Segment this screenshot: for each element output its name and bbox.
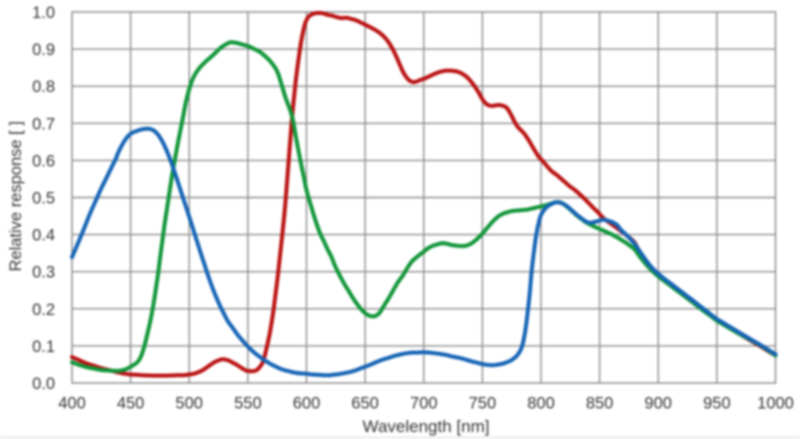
svg-text:500: 500 [175,395,203,413]
svg-text:0.5: 0.5 [32,190,55,208]
svg-text:1000: 1000 [757,395,794,413]
svg-text:0.6: 0.6 [32,152,55,170]
svg-text:1.0: 1.0 [32,4,55,22]
svg-text:450: 450 [117,395,145,413]
svg-text:0.8: 0.8 [32,78,55,96]
svg-text:600: 600 [293,395,321,413]
svg-text:0.1: 0.1 [32,338,55,356]
svg-text:800: 800 [527,395,555,413]
svg-text:Relative response [ ]: Relative response [ ] [7,121,25,271]
svg-text:850: 850 [586,395,614,413]
svg-text:650: 650 [351,395,379,413]
svg-text:400: 400 [58,395,86,413]
svg-text:700: 700 [410,395,438,413]
svg-text:0.4: 0.4 [32,227,55,245]
svg-text:0.2: 0.2 [32,301,55,319]
svg-text:0.3: 0.3 [32,264,55,282]
svg-text:0.0: 0.0 [32,375,55,393]
svg-text:550: 550 [234,395,262,413]
svg-text:0.9: 0.9 [32,41,55,59]
svg-text:900: 900 [644,395,672,413]
svg-text:950: 950 [703,395,731,413]
svg-text:0.7: 0.7 [32,115,55,133]
svg-text:750: 750 [469,395,497,413]
svg-text:Wavelength [nm]: Wavelength [nm] [363,417,490,436]
